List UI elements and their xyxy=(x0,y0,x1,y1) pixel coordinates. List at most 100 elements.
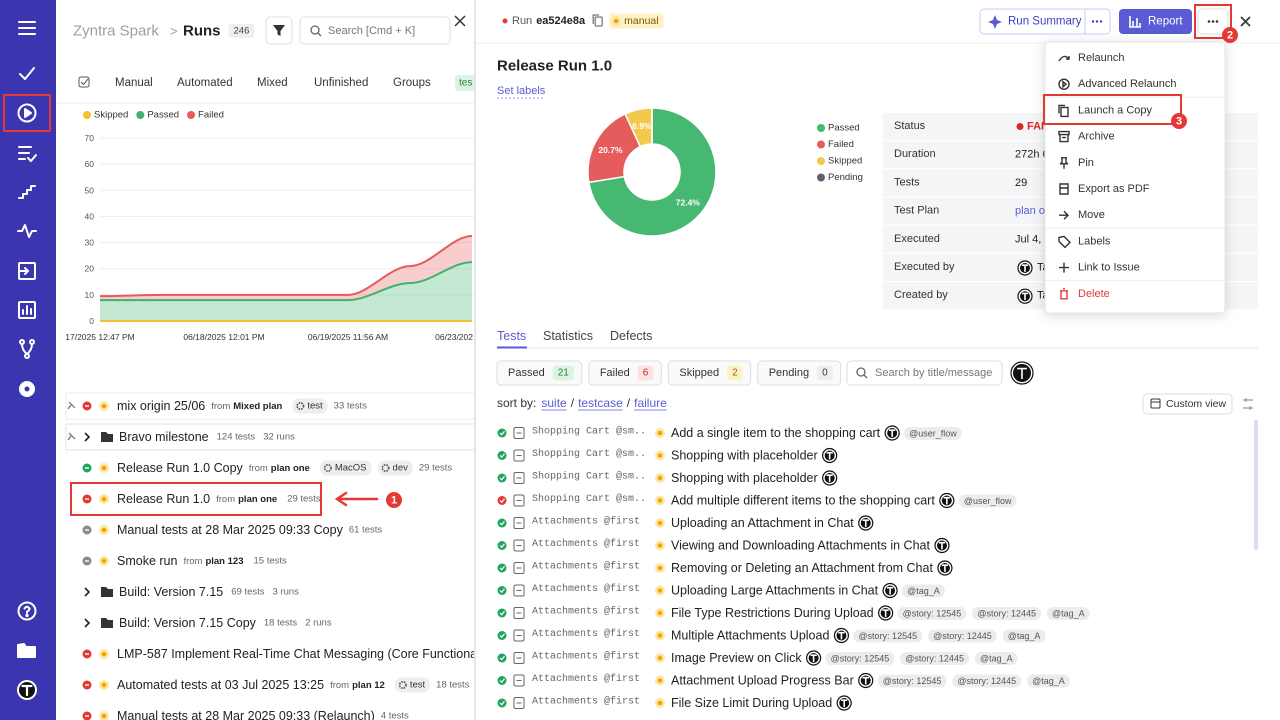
filter-tab[interactable]: Mixed xyxy=(257,77,288,89)
test-status xyxy=(498,586,507,595)
detail-tab[interactable]: Defects xyxy=(610,329,652,343)
run-row[interactable]: Manual tests at 28 Mar 2025 09:33 (Relau… xyxy=(83,709,410,720)
menu-item-label: Advanced Relaunch xyxy=(1078,78,1176,90)
run-icon-dot xyxy=(658,453,663,458)
run-row[interactable]: Manual tests at 28 Mar 2025 09:33 Copy61… xyxy=(83,523,383,537)
legend-marker xyxy=(817,174,825,182)
run-id: ea524e8a xyxy=(536,15,586,27)
legend-marker xyxy=(817,157,825,165)
suite-name: Attachments @first xyxy=(532,628,640,640)
run-icon-dot xyxy=(658,701,663,706)
suite-name: Attachments @first xyxy=(532,538,640,550)
pie-value-label: 6.9% xyxy=(632,121,652,131)
test-title: Multiple Attachments Upload xyxy=(671,629,829,643)
run-count: 3 runs xyxy=(273,587,300,598)
plan-name: plan 123 xyxy=(205,556,243,567)
plan-name: plan 12 xyxy=(352,680,385,691)
legend-label: Failed xyxy=(828,139,854,150)
run-type-badge-text: manual xyxy=(624,15,658,27)
status-filter-label: Passed xyxy=(508,367,545,379)
status-filter-label: Pending xyxy=(769,367,809,379)
workspace-name[interactable]: Zyntra Spark xyxy=(73,23,159,40)
test-title: Uploading Large Attachments in Chat xyxy=(671,584,879,598)
suite-name: Attachments @first xyxy=(532,516,640,528)
legend-marker xyxy=(817,124,825,132)
run-row[interactable]: Release Run 1.0 Copyfromplan oneMacOSdev… xyxy=(83,461,453,476)
more-dot xyxy=(1100,20,1102,22)
test-tag-text: @story: 12545 xyxy=(883,676,942,686)
run-name: Automated tests at 03 Jul 2025 13:25 xyxy=(117,678,324,692)
plan-name: plan one xyxy=(271,463,310,474)
run-icon-dot xyxy=(658,476,663,481)
run-name: Release Run 1.0 Copy xyxy=(117,461,244,475)
status-filter[interactable]: Pending0 xyxy=(758,361,841,385)
test-count: 124 tests xyxy=(217,432,256,443)
test-title: Add a single item to the shopping cart xyxy=(671,426,881,440)
test-search-placeholder: Search by title/message xyxy=(875,367,992,379)
plan-name: plan one xyxy=(238,494,277,505)
test-tag-text: @story: 12445 xyxy=(977,609,1036,619)
detail-key: Duration xyxy=(894,148,936,160)
sidebar xyxy=(0,0,56,720)
filter-tab-badge[interactable]: tes xyxy=(455,75,476,91)
test-tag: @tag_A xyxy=(1047,607,1090,620)
legend-label: Passed xyxy=(147,110,179,121)
detail-key: Executed xyxy=(894,233,940,245)
settings-icon[interactable] xyxy=(20,382,34,396)
run-icon-dot xyxy=(102,404,107,409)
test-tag: @tag_A xyxy=(1003,630,1046,643)
user-avatar[interactable] xyxy=(17,680,37,700)
test-search-clip: Search by title/message xyxy=(875,367,992,379)
detail-value: 29 xyxy=(1015,177,1027,189)
run-tag: test xyxy=(395,678,430,693)
run-name: Manual tests at 28 Mar 2025 09:33 Copy xyxy=(117,523,344,537)
sort-option[interactable]: failure xyxy=(634,396,667,410)
breadcrumb-separator: > xyxy=(170,24,178,39)
y-tick-label: 30 xyxy=(85,238,95,248)
from-label: from xyxy=(183,556,202,567)
run-row[interactable]: Build: Version 7.15 Copy18 tests2 runs xyxy=(85,616,332,630)
detail-tab[interactable]: Statistics xyxy=(543,329,593,343)
test-tag: @user_flow xyxy=(904,427,962,440)
filter-tab[interactable]: Groups xyxy=(393,77,431,89)
from-label: from xyxy=(211,401,230,412)
test-title: Image Preview on Click xyxy=(671,651,802,665)
test-tag-text: @tag_A xyxy=(1052,609,1085,619)
annotation-number: 3 xyxy=(1176,116,1182,128)
run-status-dot xyxy=(503,19,508,24)
plan-name: Mixed plan xyxy=(233,401,282,412)
test-count: 18 tests xyxy=(436,680,470,691)
test-tag: @story: 12545 xyxy=(853,630,922,643)
set-labels-link[interactable]: Set labels xyxy=(497,85,546,97)
sort-option[interactable]: suite xyxy=(541,396,567,410)
detail-tab[interactable]: Tests xyxy=(497,329,526,343)
legend-label: Skipped xyxy=(94,110,128,121)
test-tag-text: @story: 12545 xyxy=(858,631,917,641)
run-tag-text: MacOS xyxy=(335,463,367,474)
sort-label: sort by: xyxy=(497,396,536,410)
filter-tab[interactable]: Unfinished xyxy=(314,77,368,89)
suite-name: Attachments @first xyxy=(532,673,640,685)
detail-key: Test Plan xyxy=(894,205,939,217)
test-tag: @user_flow xyxy=(959,495,1017,508)
from-label: from xyxy=(249,463,268,474)
test-count: 69 tests xyxy=(231,587,265,598)
run-tag: test xyxy=(292,399,327,414)
run-label: Run xyxy=(512,15,532,27)
legend-label: Pending xyxy=(828,172,863,183)
run-row[interactable]: LMP-587 Implement Real-Time Chat Messagi… xyxy=(83,647,497,661)
status-filter[interactable]: Passed21 xyxy=(497,361,582,385)
status-filter[interactable]: Skipped2 xyxy=(668,361,750,385)
test-count: 29 tests xyxy=(287,494,321,505)
detail-value: plan o xyxy=(1015,205,1045,217)
scrollbar xyxy=(1254,420,1258,550)
y-tick-label: 70 xyxy=(85,133,95,143)
filter-tab[interactable]: Manual xyxy=(115,77,153,89)
filter-tab[interactable]: Automated xyxy=(177,77,233,89)
sort-option[interactable]: testcase xyxy=(578,396,623,410)
run-row[interactable]: Automated tests at 03 Jul 2025 13:25from… xyxy=(83,678,470,693)
test-tag-text: @user_flow xyxy=(909,429,957,439)
status-filter[interactable]: Failed6 xyxy=(589,361,662,385)
menu-item-label: Delete xyxy=(1078,288,1110,300)
